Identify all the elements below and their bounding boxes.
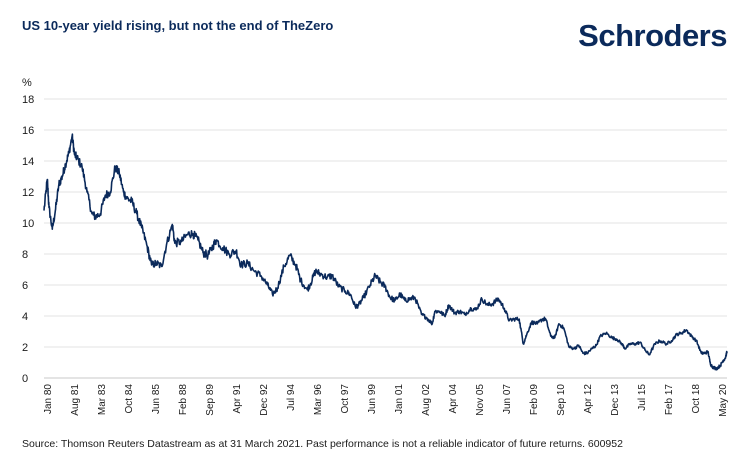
x-tick-label: Aug 02: [421, 384, 432, 416]
y-tick-label: 12: [22, 187, 34, 199]
y-tick-label: 8: [22, 249, 28, 261]
x-tick-label: Dec 92: [259, 384, 270, 416]
x-tick-label: Oct 97: [340, 384, 351, 414]
x-tick-label: Aug 81: [70, 384, 81, 416]
schroders-logo: Schroders: [578, 18, 727, 53]
y-tick-label: 0: [22, 373, 28, 385]
x-tick-label: Feb 17: [664, 384, 675, 416]
chart-title: US 10-year yield rising, but not the end…: [22, 18, 334, 33]
y-tick-label: 2: [22, 342, 28, 354]
y-tick-label: 4: [22, 311, 28, 323]
y-tick-label: 6: [22, 280, 28, 292]
x-tick-label: Apr 04: [448, 384, 459, 414]
series-line-us-10y-yield: [43, 133, 728, 371]
x-tick-label: Apr 91: [232, 384, 243, 414]
x-tick-label: Oct 18: [691, 384, 702, 414]
x-tick-label: Apr 12: [583, 384, 594, 414]
x-tick-label: Sep 10: [556, 384, 567, 416]
x-tick-label: Oct 84: [124, 384, 135, 414]
y-tick-label: 10: [22, 218, 34, 230]
x-tick-label: Dec 13: [610, 384, 621, 416]
x-tick-label: Jan 80: [43, 384, 54, 414]
x-tick-label: Jul 15: [637, 384, 648, 411]
x-tick-label: Nov 05: [475, 384, 486, 416]
x-tick-label: Mar 83: [97, 384, 108, 416]
y-axis-unit-label: %: [22, 77, 32, 89]
y-tick-label: 18: [22, 94, 34, 106]
y-tick-label: 14: [22, 156, 34, 168]
x-tick-label: Feb 09: [529, 384, 540, 416]
x-tick-label: Sep 89: [205, 384, 216, 416]
x-tick-label: Mar 96: [313, 384, 324, 416]
x-tick-label: May 20: [718, 384, 729, 417]
x-tick-label: Feb 88: [178, 384, 189, 416]
y-tick-label: 16: [22, 125, 34, 137]
x-tick-label: Jun 99: [367, 384, 378, 414]
x-tick-label: Jul 94: [286, 384, 297, 411]
source-note: Source: Thomson Reuters Datastream as at…: [22, 438, 623, 450]
x-tick-label: Jun 85: [151, 384, 162, 414]
x-tick-label: Jan 01: [394, 384, 405, 414]
x-tick-label: Jun 07: [502, 384, 513, 414]
